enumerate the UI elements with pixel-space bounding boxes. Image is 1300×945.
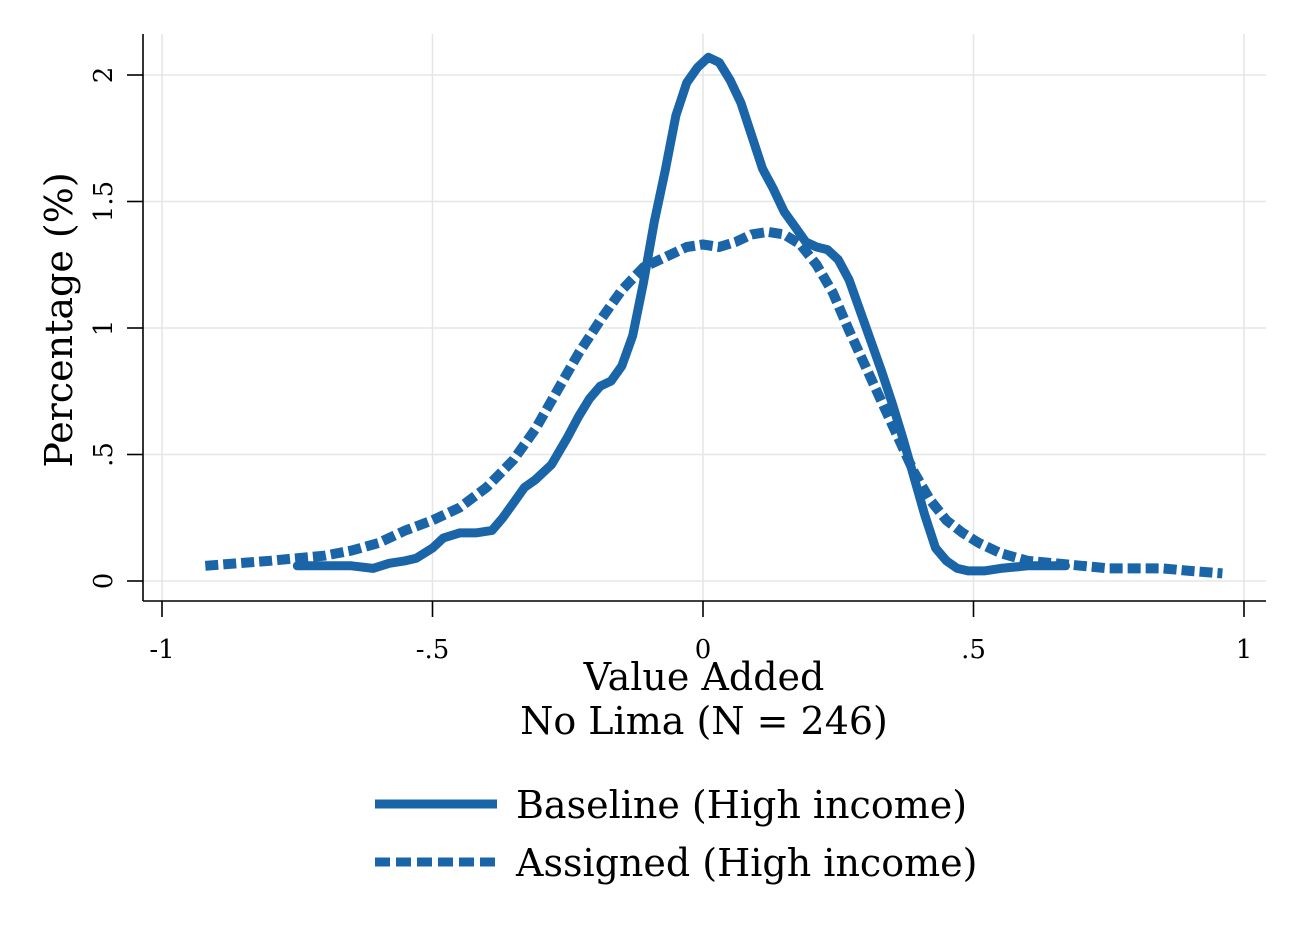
legend: Baseline (High income) Assigned (High in… bbox=[375, 783, 977, 885]
x-axis-title: Value Added bbox=[583, 655, 825, 699]
legend-label-assigned: Assigned (High income) bbox=[515, 841, 977, 885]
chart-subtitle: No Lima (N = 246) bbox=[520, 699, 888, 743]
grid-lines bbox=[143, 34, 1266, 601]
y-tick-label: 0 bbox=[89, 573, 119, 590]
axes bbox=[142, 34, 1266, 602]
y-tick-label: 1.5 bbox=[89, 181, 119, 222]
x-tick-label: 0 bbox=[695, 635, 712, 665]
x-tick-label: .5 bbox=[961, 635, 986, 665]
legend-label-baseline: Baseline (High income) bbox=[516, 783, 967, 827]
baseline-series-line bbox=[292, 52, 1070, 576]
y-axis-title: Percentage (%) bbox=[37, 172, 81, 467]
x-tick-label: -.5 bbox=[416, 635, 450, 665]
y-tick-label: 2 bbox=[89, 67, 119, 84]
y-tick-label: 1 bbox=[89, 320, 119, 337]
ticks: -1 -.5 0 .5 1 0 .5 1 1.5 2 bbox=[89, 67, 1252, 665]
assigned-series-line bbox=[204, 226, 1223, 579]
series-lines bbox=[204, 52, 1223, 579]
x-tick-label: 1 bbox=[1236, 635, 1253, 665]
y-tick-label: .5 bbox=[89, 442, 119, 467]
x-tick-label: -1 bbox=[149, 635, 174, 665]
